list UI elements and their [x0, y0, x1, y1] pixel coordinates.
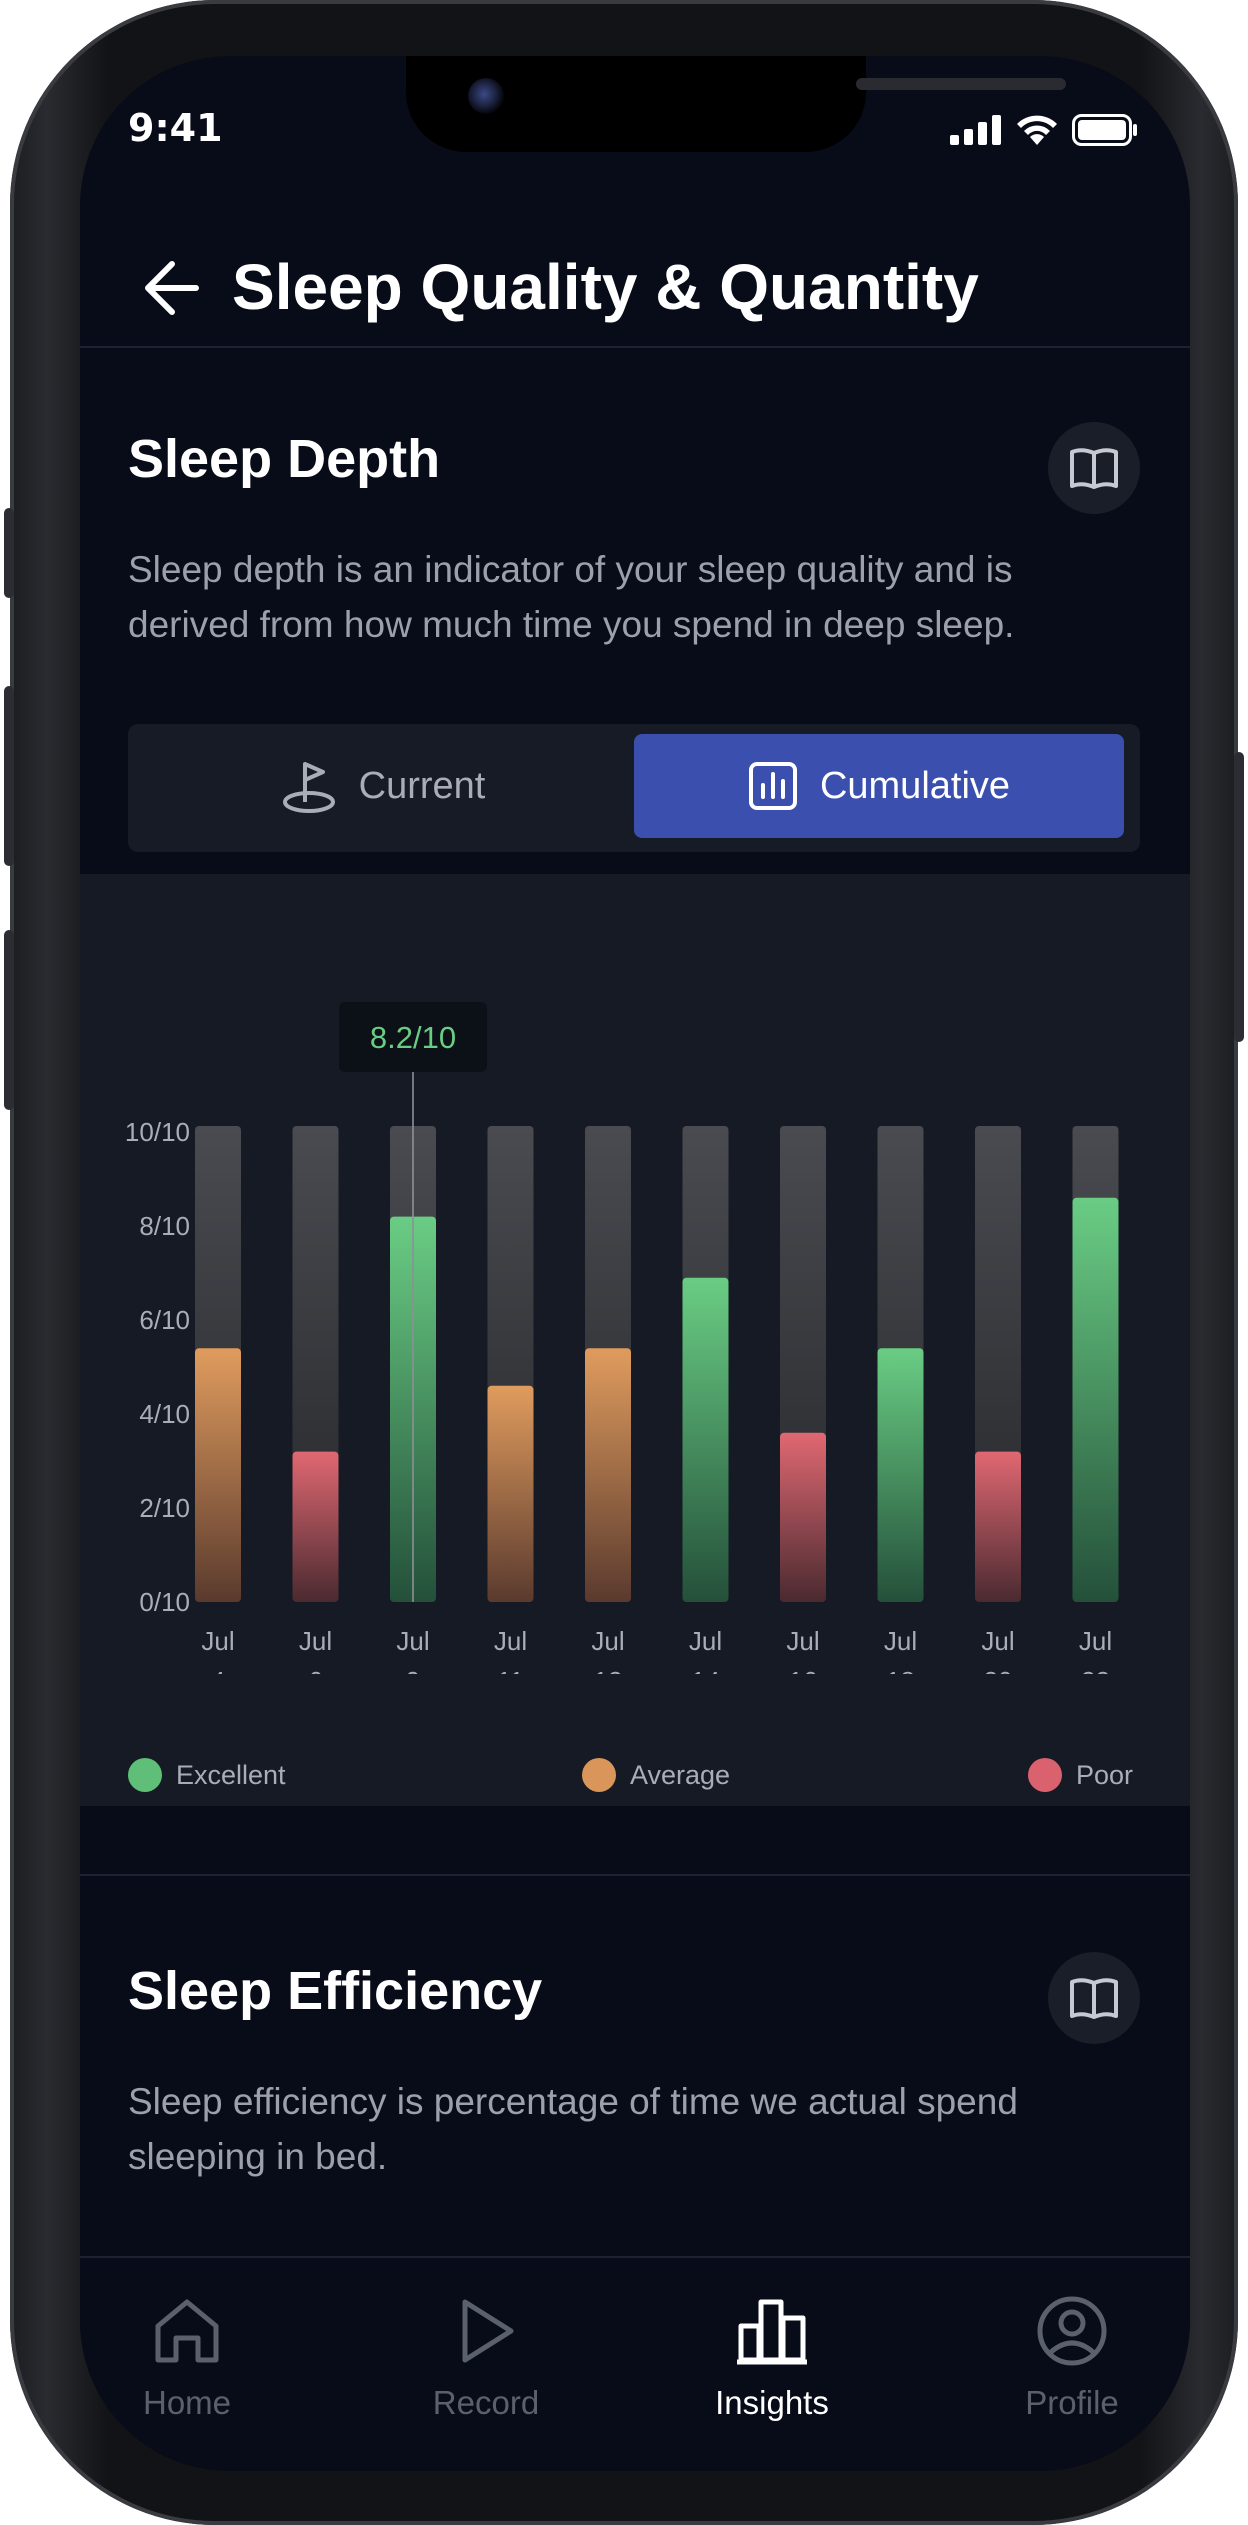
- bar[interactable]: [1072, 1197, 1119, 1602]
- section-divider: [80, 1874, 1190, 1876]
- tab-profile-label: Profile: [1025, 2384, 1119, 2421]
- volume-down-button: [4, 930, 14, 1110]
- bar[interactable]: [585, 1348, 631, 1602]
- x-tick-month: Jul: [884, 1626, 917, 1656]
- x-tick-month: Jul: [299, 1626, 332, 1656]
- header: Sleep Quality & Quantity: [80, 206, 1190, 348]
- golf-flag-icon: [282, 762, 335, 813]
- x-tick-day: 20: [984, 1666, 1013, 1674]
- sleep-depth-chart-card: 0/10 2/10 4/10 6/10 8/10 10/10 Jul 4 Jul 6 Jul 9 Ju…: [80, 874, 1190, 1806]
- volume-up-button: [4, 686, 14, 866]
- sleep-depth-description: Sleep depth is an indicator of your slee…: [128, 549, 1015, 645]
- legend-average: Average: [582, 1758, 730, 1792]
- bar[interactable]: [487, 1385, 534, 1602]
- x-tick-day: 18: [886, 1666, 915, 1674]
- legend-excellent-label: Excellent: [176, 1759, 286, 1790]
- bottom-tab-bar: Home Record Insights Prof: [80, 2256, 1190, 2471]
- tab-profile[interactable]: Profile: [972, 2294, 1172, 2422]
- tab-cumulative[interactable]: Cumulative: [634, 734, 1124, 838]
- status-icons: [950, 114, 1138, 146]
- bar[interactable]: [877, 1348, 924, 1602]
- sleep-efficiency-description: Sleep efficiency is percentage of time w…: [128, 2081, 1018, 2177]
- x-tick-month: Jul: [201, 1626, 234, 1656]
- speaker: [856, 78, 1066, 90]
- legend-average-label: Average: [630, 1759, 731, 1790]
- x-tick-month: Jul: [396, 1626, 429, 1656]
- front-camera: [468, 78, 504, 114]
- sleep-efficiency-info-button[interactable]: [1048, 1952, 1140, 2044]
- sleep-efficiency-title: Sleep Efficiency: [128, 1961, 543, 2021]
- y-tick-label: 2/10: [139, 1493, 190, 1523]
- x-tick-day: 6: [308, 1666, 322, 1674]
- bar-chart-icon: [737, 2299, 807, 2365]
- x-tick-month: Jul: [494, 1626, 527, 1656]
- bar[interactable]: [682, 1277, 729, 1602]
- tab-current[interactable]: Current: [138, 734, 628, 838]
- x-tick-day: 16: [789, 1666, 818, 1674]
- sleep-depth-chart: 0/10 2/10 4/10 6/10 8/10 10/10 Jul 4 Jul 6 Jul 9 Ju…: [125, 1002, 1119, 1674]
- x-tick-day: 4: [211, 1666, 225, 1674]
- x-tick-month: Jul: [786, 1626, 819, 1656]
- legend-poor: Poor: [1028, 1758, 1133, 1792]
- cellular-signal-icon: [950, 115, 1001, 145]
- tab-record-label: Record: [432, 2384, 540, 2421]
- book-icon: [1070, 448, 1118, 489]
- screen: 9:41 Sleep Quality: [80, 56, 1190, 2471]
- battery-icon: [1072, 114, 1137, 146]
- bar[interactable]: [195, 1348, 241, 1602]
- y-tick-label: 4/10: [139, 1399, 190, 1429]
- x-tick-day: 9: [406, 1666, 420, 1674]
- x-tick-day: 12: [594, 1666, 623, 1674]
- y-tick-label: 10/10: [125, 1117, 190, 1147]
- tab-home-label: Home: [142, 2384, 232, 2421]
- x-tick-day: 11: [497, 1666, 524, 1674]
- profile-icon: [1037, 2296, 1107, 2366]
- chart-legend: Excellent Average Poor: [80, 1758, 1190, 1798]
- x-tick-day: 22: [1081, 1666, 1110, 1674]
- book-icon: [1070, 1978, 1118, 2019]
- page-title: Sleep Quality & Quantity: [232, 251, 979, 323]
- bar[interactable]: [780, 1432, 826, 1602]
- tooltip-value: 8.2/10: [370, 1020, 456, 1055]
- bar[interactable]: [975, 1451, 1021, 1602]
- tab-record[interactable]: Record: [386, 2294, 586, 2422]
- legend-excellent: Excellent: [128, 1758, 286, 1792]
- legend-poor-dot: [1028, 1758, 1062, 1792]
- tab-insights[interactable]: Insights: [672, 2294, 872, 2422]
- play-icon: [462, 2299, 514, 2363]
- y-tick-label: 8/10: [139, 1211, 190, 1241]
- sleep-depth-title: Sleep Depth: [128, 429, 441, 489]
- tab-insights-label: Insights: [715, 2384, 829, 2421]
- bar-chart-box-icon: [748, 762, 797, 810]
- view-toggle: Current Cumulative: [128, 724, 1140, 852]
- sleep-depth-info-button[interactable]: [1048, 422, 1140, 514]
- legend-average-dot: [582, 1758, 616, 1792]
- mute-switch: [4, 508, 14, 598]
- x-tick-month: Jul: [1079, 1626, 1112, 1656]
- bar[interactable]: [292, 1451, 339, 1602]
- phone-frame: 9:41 Sleep Quality: [4, 0, 1244, 2525]
- x-tick-month: Jul: [689, 1626, 722, 1656]
- y-tick-label: 6/10: [139, 1305, 190, 1335]
- tab-home[interactable]: Home: [87, 2294, 287, 2422]
- x-tick-day: 14: [691, 1666, 720, 1674]
- legend-poor-label: Poor: [1076, 1759, 1134, 1790]
- home-icon: [155, 2299, 219, 2363]
- wifi-icon: [1017, 115, 1057, 145]
- y-tick-label: 0/10: [139, 1587, 190, 1617]
- power-button: [1234, 752, 1244, 1042]
- tooltip-box: [339, 1002, 487, 1072]
- legend-excellent-dot: [128, 1758, 162, 1792]
- x-tick-month: Jul: [981, 1626, 1014, 1656]
- status-time: 9:41: [128, 106, 223, 150]
- tab-current-label: Current: [358, 764, 486, 807]
- tab-cumulative-label: Cumulative: [819, 764, 1011, 807]
- x-tick-month: Jul: [591, 1626, 624, 1656]
- back-arrow-icon[interactable]: [140, 258, 200, 318]
